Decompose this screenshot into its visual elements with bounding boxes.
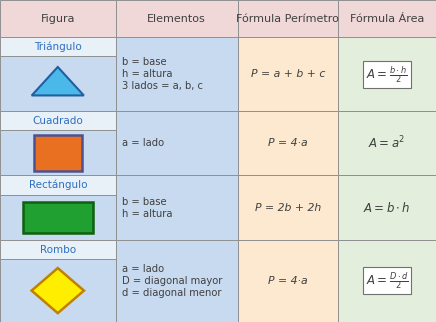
Bar <box>338 111 436 175</box>
Text: Figura: Figura <box>41 14 75 24</box>
Bar <box>116 111 238 175</box>
Text: $A = a^{2}$: $A = a^{2}$ <box>368 135 405 152</box>
Text: h = altura: h = altura <box>122 69 173 79</box>
Bar <box>116 240 238 322</box>
Bar <box>338 175 436 240</box>
Polygon shape <box>32 268 84 313</box>
Text: d = diagonal menor: d = diagonal menor <box>122 288 221 298</box>
Bar <box>0 195 116 240</box>
Bar <box>34 135 82 171</box>
Bar <box>0 175 116 195</box>
Bar <box>338 240 436 322</box>
Text: Triángulo: Triángulo <box>34 42 82 52</box>
Polygon shape <box>32 67 84 95</box>
Bar <box>0 259 116 322</box>
Text: h = altura: h = altura <box>122 209 173 219</box>
Text: a = lado: a = lado <box>122 138 164 148</box>
Text: P = a + b + c: P = a + b + c <box>251 69 325 79</box>
Bar <box>0 56 116 111</box>
Bar <box>0 111 116 130</box>
Bar <box>0 0 116 37</box>
Text: Fórmula Perímetro: Fórmula Perímetro <box>236 14 339 24</box>
Bar <box>238 175 338 240</box>
Bar <box>338 37 436 111</box>
Text: P = 4·a: P = 4·a <box>268 276 307 286</box>
Text: Elementos: Elementos <box>147 14 206 24</box>
Bar <box>238 0 338 37</box>
Bar <box>238 240 338 322</box>
Text: a = lado: a = lado <box>122 264 164 274</box>
Text: Rombo: Rombo <box>40 244 76 255</box>
Text: D = diagonal mayor: D = diagonal mayor <box>122 276 222 286</box>
Text: $A = \frac{D \cdot d}{2}$: $A = \frac{D \cdot d}{2}$ <box>366 270 408 291</box>
Text: P = 4·a: P = 4·a <box>268 138 307 148</box>
Text: $A = b \cdot h$: $A = b \cdot h$ <box>363 201 411 215</box>
Bar <box>338 0 436 37</box>
Bar <box>0 37 116 56</box>
Bar <box>0 130 116 175</box>
Bar <box>238 37 338 111</box>
Bar <box>238 111 338 175</box>
Text: Fórmula Área: Fórmula Área <box>350 14 424 24</box>
Bar <box>116 175 238 240</box>
Text: $A = \frac{b \cdot h}{2}$: $A = \frac{b \cdot h}{2}$ <box>366 63 408 85</box>
Bar <box>116 37 238 111</box>
Text: Rectángulo: Rectángulo <box>28 180 87 190</box>
Bar <box>116 0 238 37</box>
Text: b = base: b = base <box>122 57 167 67</box>
Text: 3 lados = a, b, c: 3 lados = a, b, c <box>122 81 203 91</box>
Bar <box>23 202 93 233</box>
Bar <box>0 240 116 259</box>
Text: b = base: b = base <box>122 196 167 207</box>
Text: P = 2b + 2h: P = 2b + 2h <box>255 203 321 213</box>
Text: Cuadrado: Cuadrado <box>32 116 83 126</box>
